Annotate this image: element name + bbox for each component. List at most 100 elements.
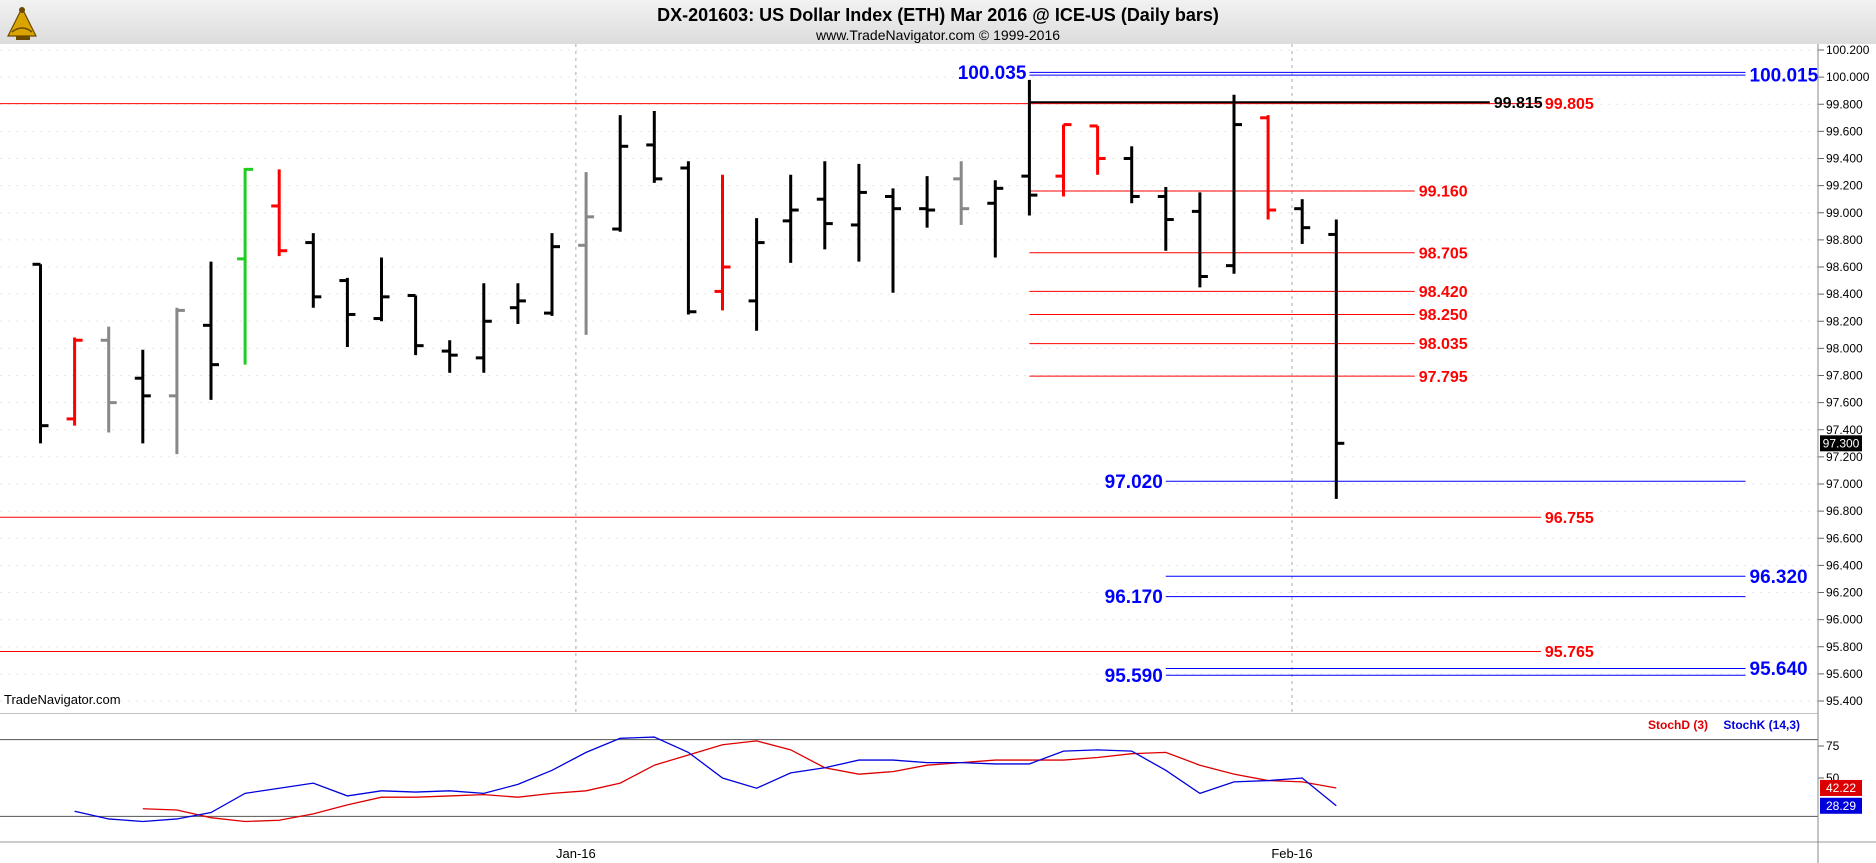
stochastic-series-line xyxy=(142,740,1337,823)
ohlc-bar xyxy=(714,174,731,311)
ohlc-bar xyxy=(1089,124,1106,175)
ohlc-bar xyxy=(475,283,492,373)
ohlc-bar xyxy=(1328,219,1345,499)
price-level-label: 100.015 xyxy=(1750,66,1819,87)
x-tick-label: Jan-16 xyxy=(556,846,596,861)
stoch-legend-d: StochD (3) xyxy=(1648,718,1708,732)
y-tick-label: 96.200 xyxy=(1826,586,1863,600)
y-tick-label: 98.400 xyxy=(1826,287,1863,301)
ohlc-bar xyxy=(271,169,288,257)
chart-title: DX-201603: US Dollar Index (ETH) Mar 201… xyxy=(657,5,1219,25)
date-axis: Jan-16 Feb-16 xyxy=(556,846,1313,861)
y-tick-label: 96.800 xyxy=(1826,504,1863,518)
chart-subtitle: www.TradeNavigator.com © 1999-2016 xyxy=(815,27,1060,43)
y-tick-label: 98.200 xyxy=(1826,314,1863,328)
ohlc-bar xyxy=(782,174,799,263)
y-tick-label: 99.000 xyxy=(1826,206,1863,220)
y-tick-label: 96.400 xyxy=(1826,558,1863,572)
ohlc-bar xyxy=(134,349,151,444)
chart-header xyxy=(0,0,1876,44)
ohlc-bar xyxy=(1191,192,1208,288)
price-level-label: 100.035 xyxy=(958,63,1027,84)
ohlc-bar xyxy=(100,326,117,433)
ohlc-bar xyxy=(748,218,765,331)
price-level-label: 97.795 xyxy=(1419,369,1468,386)
ohlc-bar xyxy=(237,167,254,365)
price-level-label: 98.250 xyxy=(1419,307,1468,324)
price-level-label: 95.640 xyxy=(1750,659,1808,680)
ohlc-bar xyxy=(953,161,970,225)
y-tick-label: 96.000 xyxy=(1826,613,1863,627)
price-level-label: 95.765 xyxy=(1545,644,1594,661)
price-level-label: 96.755 xyxy=(1545,510,1594,527)
y-tick-label: 95.800 xyxy=(1826,640,1863,654)
ohlc-bar xyxy=(305,233,322,308)
stoch-value-tag xyxy=(1820,797,1862,814)
last-price-label: 97.300 xyxy=(1823,436,1860,450)
price-panel xyxy=(0,44,1818,701)
ohlc-bar xyxy=(407,293,424,356)
y-tick-label: 97.200 xyxy=(1826,450,1863,464)
price-level-label: 99.815 xyxy=(1494,95,1543,112)
y-tick-label: 95.400 xyxy=(1826,694,1863,708)
ohlc-bar xyxy=(1021,79,1038,216)
ohlc-bar xyxy=(339,277,356,348)
sextant-icon xyxy=(7,6,37,40)
ohlc-bar xyxy=(1055,123,1072,197)
ohlc-bar xyxy=(1226,94,1242,274)
y-tick-label: 95.600 xyxy=(1826,667,1863,681)
ohlc-bar xyxy=(509,283,526,324)
stochastic-series-line xyxy=(74,736,1337,823)
ohlc-bar xyxy=(66,337,83,426)
stoch-legend-k: StochK (14,3) xyxy=(1723,718,1800,732)
ohlc-bar xyxy=(168,307,185,455)
y-tick-label: 99.800 xyxy=(1826,97,1863,111)
ohlc-bar xyxy=(919,176,936,228)
ohlc-bar xyxy=(885,188,901,293)
y-tick-label: 99.600 xyxy=(1826,124,1863,138)
price-level-label: 98.705 xyxy=(1419,245,1468,262)
price-level-label: 96.170 xyxy=(1105,587,1163,608)
price-level-label: 95.590 xyxy=(1105,666,1163,687)
ohlc-bar xyxy=(373,257,390,322)
ohlc-bar xyxy=(1123,146,1140,204)
y-tick-label: 100.200 xyxy=(1826,43,1870,57)
ohlc-bars xyxy=(32,79,1345,499)
price-grid xyxy=(0,44,1818,842)
stoch-value-label: 28.29 xyxy=(1826,799,1856,813)
stoch-value-tag xyxy=(1820,779,1862,796)
ohlc-bar xyxy=(32,262,49,444)
y-tick-label: 99.200 xyxy=(1826,179,1863,193)
y-tick-label: 98.800 xyxy=(1826,233,1863,247)
ohlc-bar xyxy=(987,180,1004,258)
price-axis: 95.400 95.600 95.800 96.000 96.200 96.400 96.6… xyxy=(1818,43,1870,708)
ohlc-bar xyxy=(612,115,629,232)
y-tick-label: 97.600 xyxy=(1826,396,1863,410)
ohlc-bar xyxy=(850,163,867,262)
stoch-value-label: 42.22 xyxy=(1826,781,1856,795)
ohlc-bar xyxy=(680,161,697,315)
watermark: TradeNavigator.com xyxy=(4,692,121,707)
y-tick-label: 98.600 xyxy=(1826,260,1863,274)
ohlc-bar xyxy=(441,340,458,373)
ohlc-bar xyxy=(1157,186,1174,251)
y-tick-label: 97.800 xyxy=(1826,369,1863,383)
stoch-tick-label: 75 xyxy=(1826,739,1840,753)
price-level-label: 96.320 xyxy=(1750,567,1808,588)
price-level-label: 98.420 xyxy=(1419,284,1468,301)
price-level-label: 99.160 xyxy=(1419,184,1468,201)
x-tick-label: Feb-16 xyxy=(1271,846,1312,861)
y-tick-label: 98.000 xyxy=(1826,341,1863,355)
ohlc-bar xyxy=(203,261,219,400)
stochastic-background xyxy=(0,714,1818,842)
last-price-tag xyxy=(1820,435,1862,452)
y-tick-label: 97.000 xyxy=(1826,477,1863,491)
ohlc-bar xyxy=(544,233,560,316)
ohlc-bar xyxy=(816,161,833,250)
ohlc-bar xyxy=(578,172,595,335)
y-tick-label: 97.400 xyxy=(1826,423,1863,437)
price-level-label: 99.805 xyxy=(1545,96,1594,113)
